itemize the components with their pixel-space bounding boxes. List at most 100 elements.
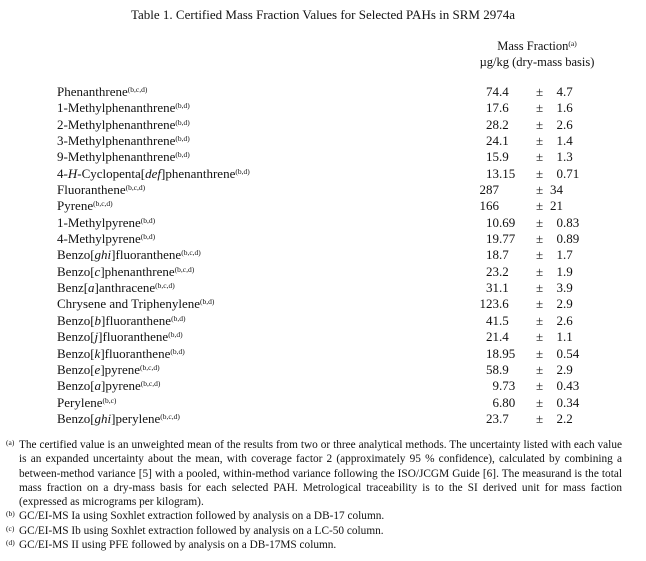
compound-name: 9-Methylphenanthrene(b,d) [57, 149, 190, 165]
mass-fraction-value: 21.4 [486, 329, 509, 345]
footnote: (a) The certified value is an unweighted … [0, 438, 646, 509]
compound-name: 3-Methylphenanthrene(b,d) [57, 133, 190, 149]
plus-minus-sign: ± [536, 263, 544, 279]
mass-fraction-value: 123.6 [479, 296, 509, 312]
header-footnote-mark: (a) [568, 39, 577, 48]
plus-minus-sign: ± [536, 214, 544, 230]
compound-name: 4-H-Cyclopenta[def]phenanthrene(b,d) [57, 165, 250, 181]
footnote: (c) GC/EI-MS Ib using Soxhlet extraction … [0, 524, 646, 538]
compound-name: Chrysene and Triphenylene(b,d) [57, 296, 215, 312]
plus-minus-sign: ± [536, 361, 544, 377]
uncertainty-value: 0.54 [556, 345, 580, 361]
uncertainty-value: 1.3 [556, 149, 573, 165]
compound-name: Benzo[k]fluoranthene(b,d) [57, 345, 185, 361]
plus-minus-sign: ± [536, 329, 544, 345]
uncertainty-value: 2.6 [556, 116, 573, 132]
compound-footnote-marks: (b,d) [140, 232, 156, 242]
plus-minus-sign: ± [536, 133, 544, 149]
header-label: Mass Fraction [497, 39, 569, 53]
mass-fraction-value: 23.2 [486, 263, 509, 279]
table-row: Benzo[k]fluoranthene(b,d) 18.95 ±0.54 [0, 346, 646, 362]
compound-footnote-marks: (b,c,d) [174, 264, 195, 274]
compound-footnote-marks: (b,c,d) [93, 199, 113, 209]
column-header-mass-fraction: Mass Fraction(a) [462, 38, 612, 54]
table-row: 4-Methylpyrene(b,d) 19.77 ±0.89 [0, 231, 646, 247]
compound-footnote-marks: (b,d) [168, 330, 183, 340]
mass-fraction-value: 287 [479, 182, 500, 198]
mass-fraction-value: 31.1 [486, 280, 509, 296]
plus-minus-sign: ± [536, 394, 544, 410]
table-row: Benzo[ghi]perylene(b,c,d) 23.7 ±2.2 [0, 411, 646, 427]
uncertainty-value: 1.6 [556, 100, 573, 116]
footnote-mark: (b) [6, 509, 15, 519]
uncertainty-value: 0.43 [556, 378, 580, 394]
plus-minus-sign: ± [536, 165, 544, 181]
compound-footnote-marks: (b,d) [175, 101, 190, 111]
mass-fraction-value: 18.7 [486, 247, 509, 263]
mass-fraction-value: 9.73 [492, 378, 516, 394]
compound-name: Perylene(b,c) [57, 394, 117, 410]
plus-minus-sign: ± [536, 247, 544, 263]
compound-footnote-marks: (b,c,d) [155, 281, 175, 291]
table-row: Benzo[e]pyrene(b,c,d) 58.9 ±2.9 [0, 362, 646, 378]
mass-fraction-value: 166 [479, 198, 500, 214]
table-row: 2-Methylphenanthrene(b,d) 28.2 ±2.6 [0, 117, 646, 133]
footnote-mark: (c) [6, 523, 15, 533]
mass-fraction-value: 13.15 [486, 165, 516, 181]
compound-footnote-marks: (b,c,d) [125, 183, 146, 193]
compound-name: Benzo[j]fluoranthene(b,d) [57, 329, 183, 345]
uncertainty-value: 1.1 [556, 329, 573, 345]
compound-name: Benzo[ghi]perylene(b,c,d) [57, 410, 180, 426]
table-row: 1-Methylphenanthrene(b,d) 17.6 ±1.6 [0, 100, 646, 116]
uncertainty-value: 0.89 [556, 231, 580, 247]
plus-minus-sign: ± [536, 100, 544, 116]
mass-fraction-value: 28.2 [486, 116, 509, 132]
table-row: Benzo[ghi]fluoranthene(b,c,d) 18.7 ±1.7 [0, 247, 646, 263]
uncertainty-value: 1.7 [556, 247, 573, 263]
compound-name: Phenanthrene(b,c,d) [57, 84, 148, 99]
footnote-text: GC/EI-MS II using PFE followed by analys… [19, 539, 337, 552]
table-row: Benzo[j]fluoranthene(b,d) 21.4 ±1.1 [0, 329, 646, 345]
mass-fraction-value: 10.69 [486, 214, 516, 230]
compound-footnote-marks: (b,c,d) [127, 85, 148, 94]
plus-minus-sign: ± [536, 198, 544, 214]
mass-fraction-value: 6.80 [492, 394, 516, 410]
table-title: Table 1. Certified Mass Fraction Values … [131, 7, 515, 22]
compound-name: 1-Methylpyrene(b,d) [57, 214, 156, 230]
footnote: (b) GC/EI-MS Ia using Soxhlet extraction … [0, 509, 646, 523]
mass-fraction-value: 18.95 [486, 345, 516, 361]
mass-fraction-value: 19.77 [486, 231, 516, 247]
table-row: 1-Methylpyrene(b,d) 10.69 ±0.83 [0, 215, 646, 231]
table-row: Benzo[c]phenanthrene(b,c,d) 23.2 ±1.9 [0, 264, 646, 280]
uncertainty-value: 0.83 [556, 214, 580, 230]
plus-minus-sign: ± [536, 378, 544, 394]
uncertainty-value: 34 [550, 182, 563, 198]
footnote: (d) GC/EI-MS II using PFE followed by ana… [0, 538, 646, 552]
table-row: Perylene(b,c) 6.80 ±0.34 [0, 395, 646, 411]
plus-minus-sign: ± [536, 280, 544, 296]
compound-footnote-marks: (b,c,d) [140, 379, 161, 389]
uncertainty-value: 2.9 [556, 296, 573, 312]
table-row: Phenanthrene(b,c,d) 74.4 ±4.7 [0, 84, 646, 100]
footnotes: (a) The certified value is an unweighted … [0, 438, 646, 552]
compound-name: Benzo[e]pyrene(b,c,d) [57, 361, 160, 377]
compound-footnote-marks: (b,c,d) [181, 248, 201, 258]
uncertainty-value: 2.2 [556, 410, 573, 426]
compound-name: Benzo[a]pyrene(b,c,d) [57, 378, 161, 394]
uncertainty-value: 21 [550, 198, 563, 214]
compound-footnote-marks: (b,d) [175, 134, 190, 144]
mass-fraction-value: 24.1 [486, 133, 509, 149]
uncertainty-value: 1.4 [556, 133, 573, 149]
table-row: Fluoranthene(b,c,d) 287 ±34 [0, 182, 646, 198]
compound-name: Benzo[c]phenanthrene(b,c,d) [57, 263, 195, 279]
compound-name: 2-Methylphenanthrene(b,d) [57, 116, 190, 132]
compound-footnote-marks: (b,d) [175, 117, 190, 127]
compound-name: Benzo[b]fluoranthene(b,d) [57, 312, 186, 328]
footnote-text: The certified value is an unweighted mea… [19, 439, 622, 509]
mass-fraction-value: 41.5 [486, 312, 509, 328]
uncertainty-value: 2.6 [556, 312, 573, 328]
mass-fraction-value: 23.7 [486, 410, 509, 426]
mass-fraction-value: 74.4 [486, 84, 509, 99]
plus-minus-sign: ± [536, 231, 544, 247]
compound-footnote-marks: (b,c,d) [160, 411, 180, 421]
